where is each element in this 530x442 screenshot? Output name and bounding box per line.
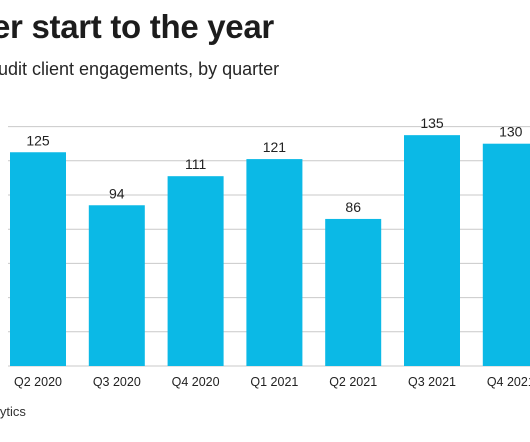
bar — [246, 159, 303, 366]
x-tick-label: Q4 2020 — [172, 375, 220, 389]
chart-subtitle: udit client engagements, by quarter — [0, 59, 280, 79]
bar — [482, 143, 530, 366]
bar — [325, 218, 382, 366]
data-label: 130 — [499, 124, 523, 140]
data-label: 86 — [345, 199, 361, 215]
bar — [167, 176, 224, 366]
x-tick-label: Q4 2021 — [487, 375, 530, 389]
x-tick-label: Q2 2021 — [329, 375, 377, 389]
x-tick-label: Q3 2020 — [93, 375, 141, 389]
bar — [88, 205, 145, 366]
source-note: lytics — [0, 404, 26, 419]
data-label: 111 — [185, 156, 206, 172]
data-label: 121 — [263, 139, 287, 155]
x-tick-label: Q1 2021 — [250, 375, 298, 389]
data-label: 94 — [109, 185, 125, 201]
data-labels: 125 94 111 121 86 135 130 — [26, 115, 522, 215]
bar — [404, 135, 460, 366]
chart-title: er start to the year — [0, 8, 274, 45]
bar — [10, 152, 66, 366]
data-label: 135 — [420, 115, 444, 131]
data-label: 125 — [26, 132, 50, 148]
x-tick-label: Q2 2020 — [14, 375, 62, 389]
bars — [10, 135, 530, 366]
x-tick-label: Q3 2021 — [408, 375, 456, 389]
x-tick-labels: Q2 2020 Q3 2020 Q4 2020 Q1 2021 Q2 2021 Q3 20… — [14, 375, 530, 389]
